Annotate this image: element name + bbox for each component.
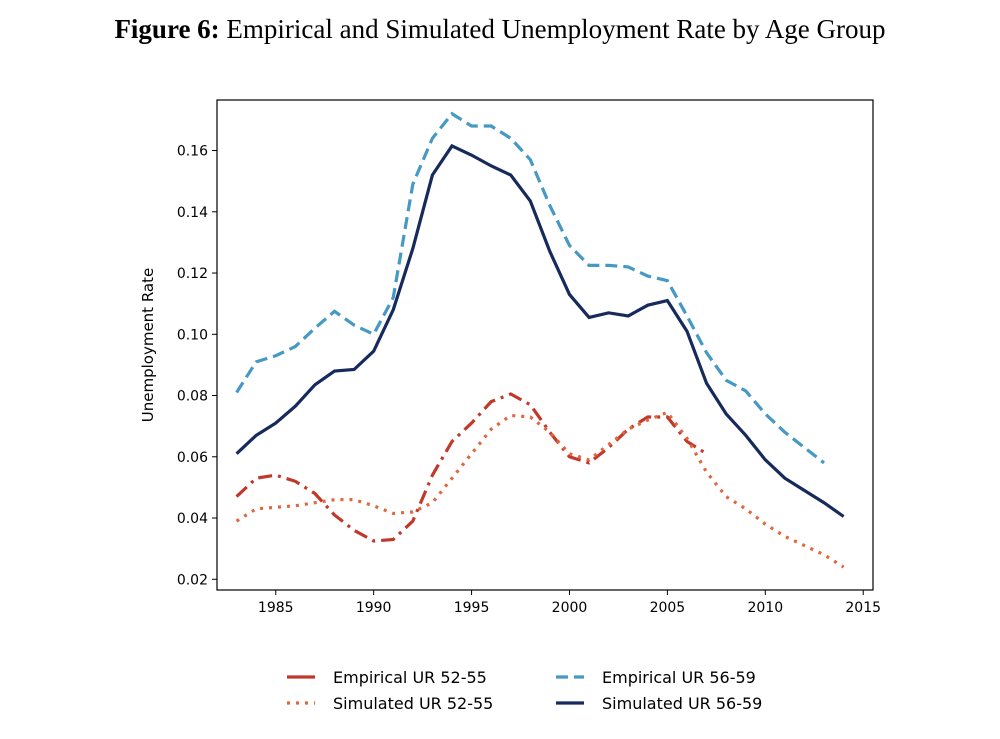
x-tick-label: 2015 bbox=[845, 600, 881, 616]
x-tick-label: 1990 bbox=[356, 600, 392, 616]
y-tick-label: 0.06 bbox=[177, 450, 208, 466]
legend-label: Empirical UR 52-55 bbox=[333, 668, 487, 687]
x-tick-label: 2010 bbox=[747, 600, 783, 616]
y-tick-label: 0.14 bbox=[177, 205, 208, 221]
series-line-3 bbox=[235, 143, 845, 518]
x-tick-label: 1995 bbox=[454, 600, 490, 616]
legend-label: Simulated UR 56-59 bbox=[602, 694, 762, 713]
x-tick-label: 2000 bbox=[552, 600, 588, 616]
y-tick-label: 0.12 bbox=[177, 266, 208, 282]
y-tick-label: 0.04 bbox=[177, 511, 208, 527]
series-line-1 bbox=[235, 410, 845, 569]
series-line-2 bbox=[235, 111, 826, 465]
x-tick-label: 2005 bbox=[650, 600, 686, 616]
figure-label: Figure 6: bbox=[114, 14, 220, 44]
plot-frame bbox=[216, 99, 874, 591]
y-tick-label: 0.16 bbox=[177, 144, 208, 160]
series-line-0 bbox=[235, 392, 708, 543]
legend-label: Empirical UR 56-59 bbox=[602, 668, 756, 687]
legend: Empirical UR 52-55 Simulated UR 52-55 Empi… bbox=[287, 668, 762, 713]
figure-title-text: Empirical and Simulated Unemployment Rat… bbox=[226, 14, 886, 44]
y-axis-label: Unemployment Rate bbox=[139, 268, 157, 422]
legend-label: Simulated UR 52-55 bbox=[333, 694, 493, 713]
figure-title: Figure 6: Empirical and Simulated Unempl… bbox=[0, 14, 1000, 45]
x-tick-label: 1985 bbox=[258, 600, 294, 616]
y-tick-label: 0.02 bbox=[177, 572, 208, 588]
y-tick-label: 0.10 bbox=[177, 327, 208, 343]
y-tick-label: 0.08 bbox=[177, 389, 208, 405]
